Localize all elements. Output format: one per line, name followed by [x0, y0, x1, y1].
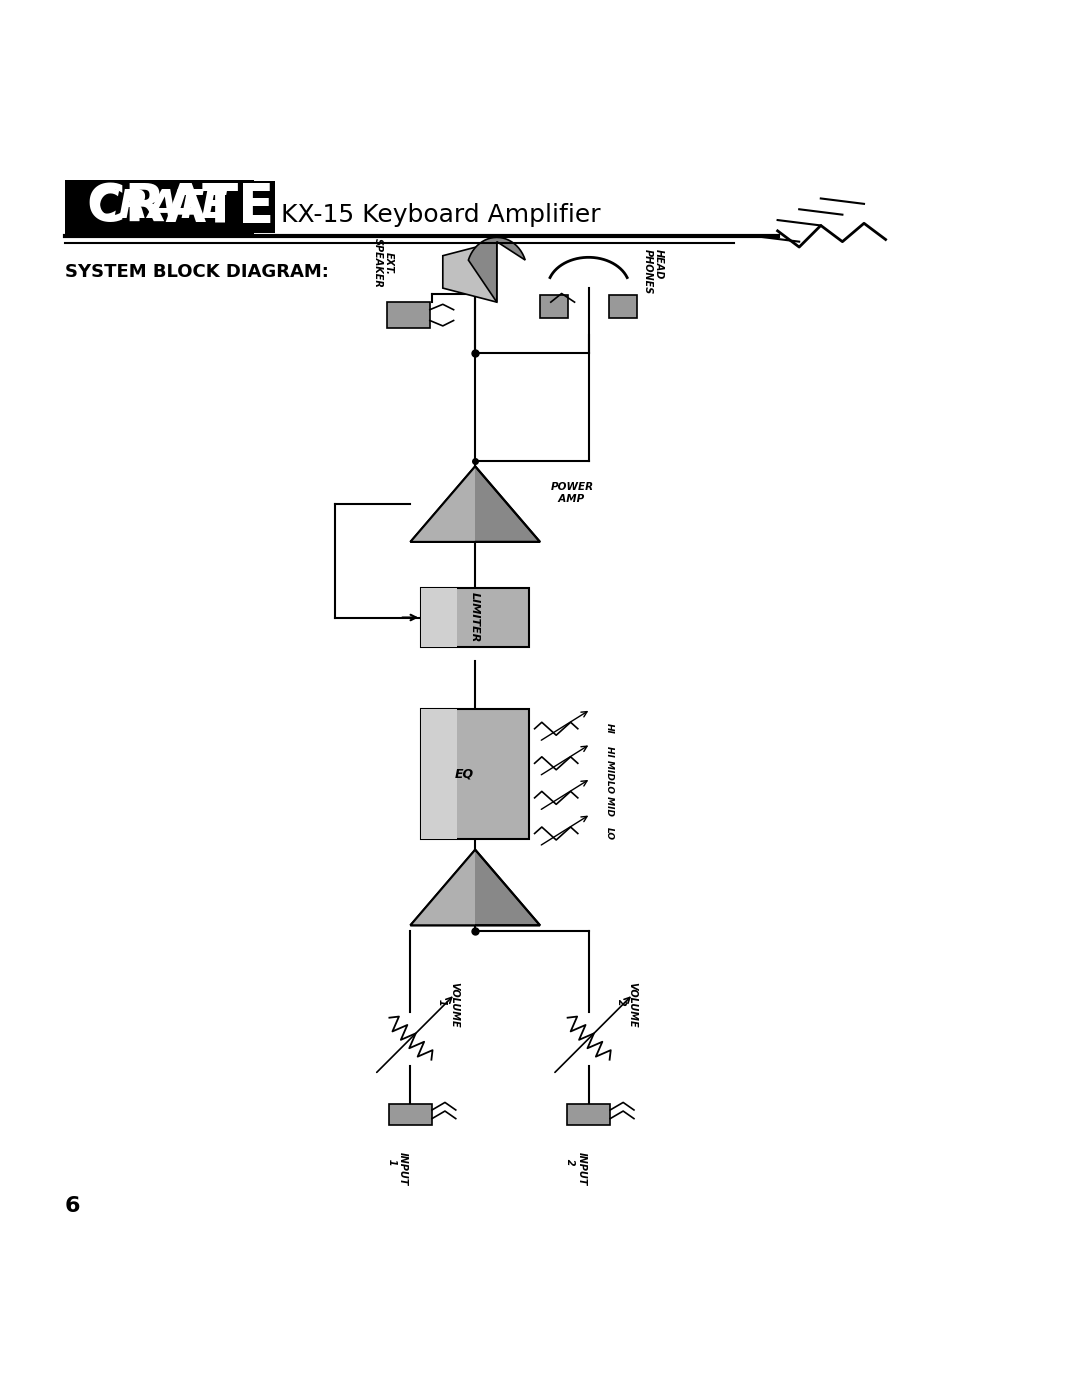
Polygon shape	[410, 849, 540, 925]
Text: POWER
  AMP: POWER AMP	[551, 482, 594, 504]
Text: CRATE: CRATE	[86, 182, 274, 233]
Text: SYSTEM BLOCK DIAGRAM:: SYSTEM BLOCK DIAGRAM:	[65, 263, 328, 281]
FancyBboxPatch shape	[421, 710, 457, 840]
Bar	[389, 1104, 432, 1125]
Bar	[609, 295, 637, 319]
FancyBboxPatch shape	[421, 588, 457, 647]
Bar	[387, 302, 430, 328]
Text: 6: 6	[65, 1196, 80, 1217]
Bar	[567, 1104, 610, 1125]
Text: EQ: EQ	[455, 767, 474, 781]
Polygon shape	[410, 849, 475, 925]
FancyBboxPatch shape	[421, 710, 529, 840]
Text: INPUT
  2: INPUT 2	[565, 1153, 586, 1186]
Text: LIMITER: LIMITER	[470, 592, 481, 643]
Text: LO MID: LO MID	[605, 780, 613, 816]
Text: HI: HI	[605, 724, 613, 735]
Polygon shape	[469, 237, 525, 302]
Text: EXT.
SPEAKER: EXT. SPEAKER	[373, 239, 394, 288]
Text: VOLUME
     1: VOLUME 1	[437, 982, 459, 1028]
Text: CRATE: CRATE	[91, 189, 229, 226]
Text: CRATE: CRATE	[86, 182, 274, 233]
FancyBboxPatch shape	[421, 588, 529, 647]
Text: LO: LO	[605, 827, 613, 840]
Text: INPUT
  1: INPUT 1	[387, 1153, 408, 1186]
Polygon shape	[410, 467, 540, 542]
Text: HEAD
PHONES: HEAD PHONES	[643, 249, 664, 295]
Text: ®: ®	[262, 194, 276, 208]
Text: VOLUME
     2: VOLUME 2	[616, 982, 637, 1028]
Polygon shape	[410, 467, 475, 542]
Bar	[540, 295, 568, 319]
Text: KX-15 Keyboard Amplifier: KX-15 Keyboard Amplifier	[281, 203, 600, 226]
Text: HI MID: HI MID	[605, 746, 613, 781]
Polygon shape	[443, 242, 497, 302]
FancyBboxPatch shape	[65, 180, 254, 235]
